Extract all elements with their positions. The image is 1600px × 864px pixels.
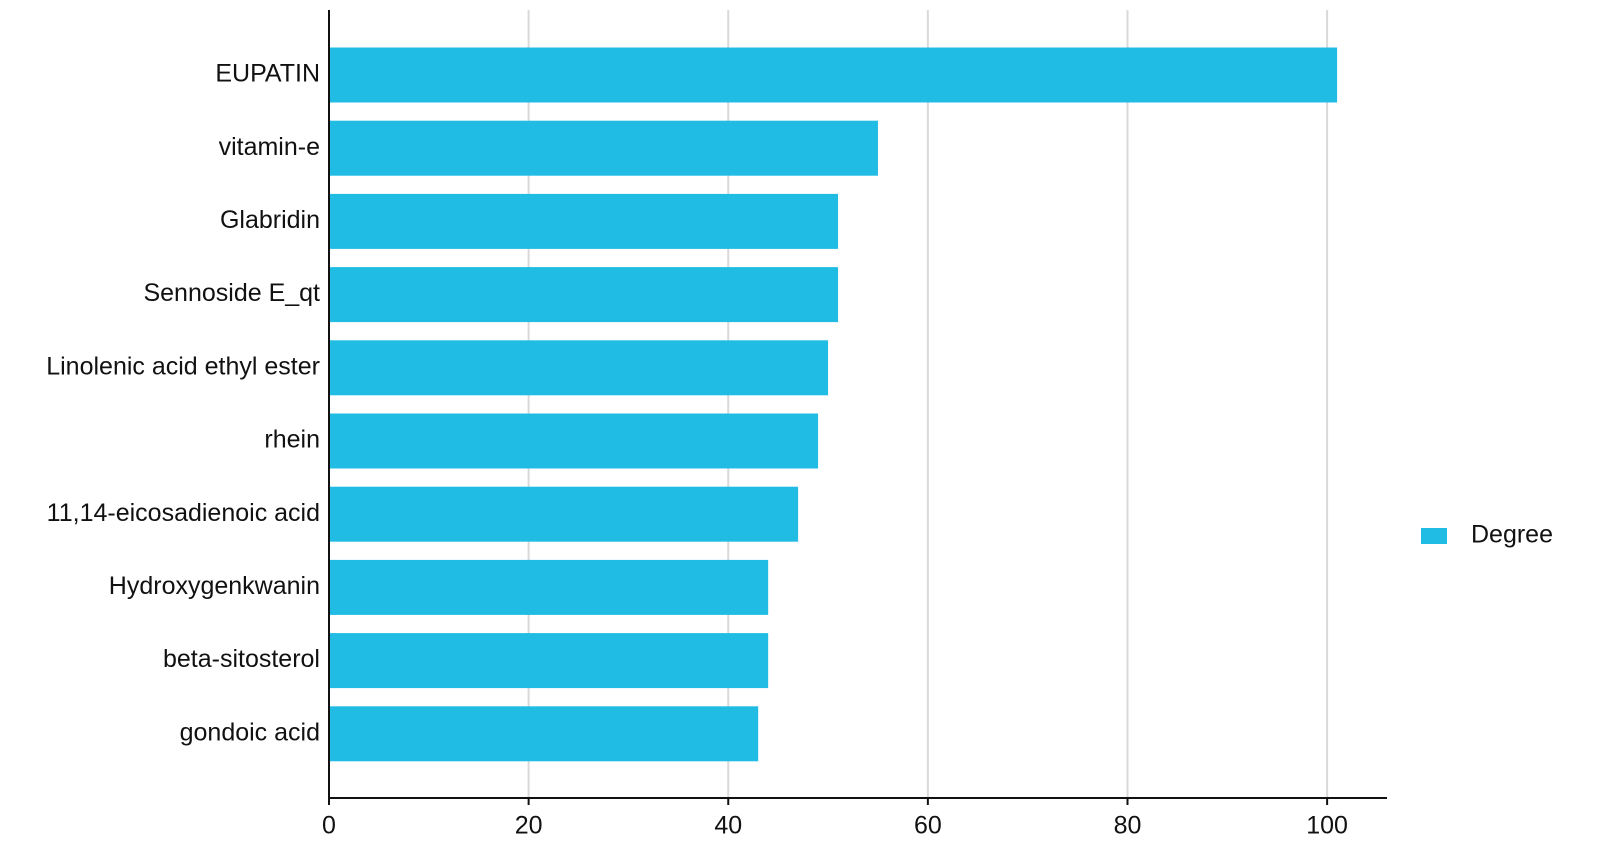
y-tick-label: 11,14-eicosadienoic acid <box>47 499 320 527</box>
y-tick-label: beta-sitosterol <box>163 645 320 673</box>
bar <box>329 559 769 615</box>
bar <box>329 633 769 689</box>
y-tick-label: Sennoside E_qt <box>143 279 320 307</box>
x-tick-label: 0 <box>322 812 336 840</box>
x-tick-label: 100 <box>1306 812 1348 840</box>
bar <box>329 706 759 762</box>
y-tick-label: rhein <box>264 426 320 454</box>
bar <box>329 193 839 249</box>
legend-label: Degree <box>1471 521 1553 549</box>
bar <box>329 486 799 542</box>
x-tick-label: 40 <box>714 812 742 840</box>
y-tick-label: vitamin-e <box>219 133 320 161</box>
x-tick-label: 60 <box>914 812 942 840</box>
y-tick-label: EUPATIN <box>215 60 320 88</box>
y-tick-label: gondoic acid <box>180 718 320 746</box>
y-tick-label: Hydroxygenkwanin <box>109 572 320 600</box>
bar <box>329 267 839 323</box>
x-tick-label: 20 <box>515 812 543 840</box>
bar <box>329 340 829 396</box>
y-tick-label: Glabridin <box>220 206 320 234</box>
bar <box>329 47 1338 103</box>
y-tick-label: Linolenic acid ethyl ester <box>46 352 320 380</box>
bar <box>329 413 819 469</box>
legend-swatch <box>1421 528 1447 544</box>
bar <box>329 120 878 176</box>
x-tick-label: 80 <box>1114 812 1142 840</box>
